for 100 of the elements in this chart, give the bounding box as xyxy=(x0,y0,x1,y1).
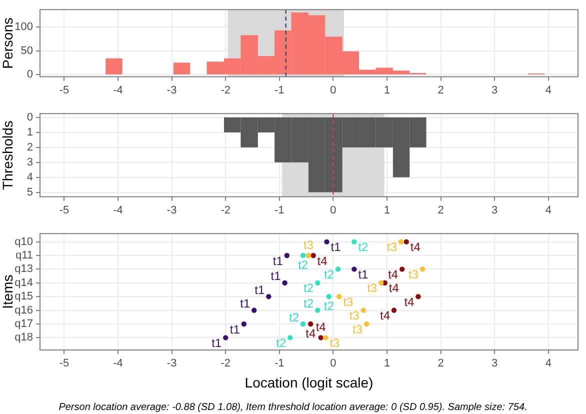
y-axis-title: Items xyxy=(0,274,16,309)
x-tick-label: 2 xyxy=(438,204,444,216)
y-axis-title: Thresholds xyxy=(0,120,16,190)
y-tick-label: 0 xyxy=(26,68,33,80)
text: t2 xyxy=(324,268,334,282)
point xyxy=(282,280,288,286)
x-tick-label: -1 xyxy=(274,204,284,216)
text: t2 xyxy=(358,240,368,254)
x-tick-label: -5 xyxy=(59,204,70,216)
point xyxy=(324,239,330,244)
text: t3 xyxy=(386,240,398,254)
text: t2 xyxy=(298,258,308,272)
x-tick-label: 3 xyxy=(492,204,498,216)
x-tick-label: 3 xyxy=(492,358,498,370)
point xyxy=(241,321,246,327)
point xyxy=(323,335,328,340)
point xyxy=(284,252,290,258)
text: t2 xyxy=(289,310,300,324)
point xyxy=(336,294,342,300)
point xyxy=(399,266,405,272)
text: t4 xyxy=(317,254,328,268)
text: t1 xyxy=(330,240,341,254)
text: t3 xyxy=(343,294,354,309)
x-tick-label: 4 xyxy=(545,204,552,216)
y-tick-label: q18 xyxy=(14,332,33,344)
x-tick-label: 1 xyxy=(384,358,390,370)
y-tick-label: 100 xyxy=(14,21,33,34)
text: t1 xyxy=(254,282,265,297)
point xyxy=(398,239,404,244)
x-tick-label: -5 xyxy=(59,358,70,370)
x-tick-label: -3 xyxy=(166,358,177,370)
text: t3 xyxy=(352,322,363,336)
point xyxy=(252,308,257,313)
point xyxy=(315,280,320,286)
text: t4 xyxy=(380,308,390,323)
point xyxy=(300,252,306,258)
x-tick-label: 0 xyxy=(330,84,336,96)
x-tick-label: -2 xyxy=(220,84,230,96)
text: t3 xyxy=(408,268,419,282)
text: t4 xyxy=(316,320,326,334)
point xyxy=(352,266,357,272)
x-tick-label: -4 xyxy=(113,358,123,370)
x-tick-label: 2 xyxy=(438,358,444,370)
x-tick-label: 0 xyxy=(330,358,336,370)
x-tick-label: -1 xyxy=(274,358,284,370)
y-axis-title: Persons xyxy=(0,18,16,69)
point xyxy=(391,308,397,313)
text: t1 xyxy=(212,336,222,350)
y-tick-label: q16 xyxy=(14,304,33,316)
text: t4 xyxy=(388,281,399,296)
x-tick-label: 0 xyxy=(330,204,336,216)
y-tick-label: 1 xyxy=(26,126,33,138)
text: t3 xyxy=(303,238,314,252)
x-tick-label: -3 xyxy=(166,84,177,96)
point xyxy=(300,321,306,327)
x-tick-label: -5 xyxy=(59,84,70,96)
y-tick-label: 5 xyxy=(26,186,33,198)
x-tick-label: 2 xyxy=(438,84,444,96)
x-tick-label: 3 xyxy=(492,84,498,96)
x-tick-label: 4 xyxy=(545,84,552,96)
text: t2 xyxy=(324,298,334,313)
x-tick-label: 1 xyxy=(384,204,390,216)
point xyxy=(364,321,370,327)
point xyxy=(315,308,320,313)
text: t1 xyxy=(358,268,368,282)
x-tick-label: -3 xyxy=(166,204,177,216)
text: t2 xyxy=(276,336,286,350)
point xyxy=(306,252,312,258)
x-tick-label: 4 xyxy=(545,358,552,370)
series-label: t2 xyxy=(304,296,314,311)
x-tick-label: -4 xyxy=(113,84,123,96)
text: t4 xyxy=(404,294,414,309)
point xyxy=(420,266,426,272)
point xyxy=(266,294,272,300)
text: t1 xyxy=(230,322,240,336)
x-axis-title: Location (logit scale) xyxy=(244,374,374,390)
y-tick-label: 0 xyxy=(26,111,33,124)
y-tick-label: q15 xyxy=(14,290,33,303)
point xyxy=(308,321,314,327)
point xyxy=(378,280,384,286)
x-tick-label: -4 xyxy=(113,204,123,216)
y-tick-label: q17 xyxy=(14,318,33,330)
text: Person location average: -0.88 (SD 1.08), Item threshold location average: 0 (SD 0.95). Sample size: 754. xyxy=(58,402,528,413)
point xyxy=(310,252,316,258)
x-tick-label: 1 xyxy=(384,84,390,96)
text: t4 xyxy=(410,240,420,254)
point xyxy=(416,294,421,300)
y-tick-label: 2 xyxy=(26,141,33,154)
point xyxy=(335,266,341,272)
text: t3 xyxy=(330,336,340,350)
text: t2 xyxy=(304,281,314,296)
y-tick-label: q11 xyxy=(15,250,33,262)
series-label: t1 xyxy=(270,269,282,284)
y-tick-label: 3 xyxy=(26,156,33,168)
point xyxy=(318,335,324,340)
text: t1 xyxy=(240,296,250,311)
x-tick-label: -2 xyxy=(220,358,230,370)
x-tick-label: -2 xyxy=(220,204,230,216)
point xyxy=(326,294,332,300)
series-label: t3 xyxy=(349,308,360,323)
